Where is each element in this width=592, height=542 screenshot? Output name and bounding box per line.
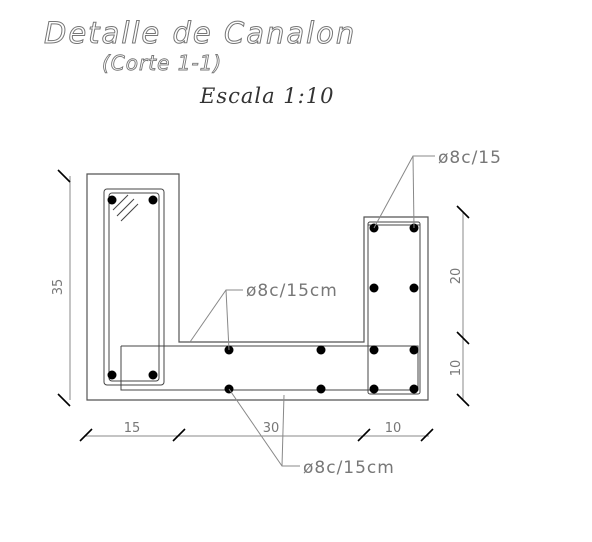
- rebar-dot: [107, 195, 117, 205]
- dim-tick: [357, 428, 371, 442]
- dim-tick: [79, 428, 93, 442]
- leader-line-middle-2: [225, 289, 230, 351]
- rebar-dot: [409, 283, 419, 293]
- rebar-label-bottom: ø8c/15cm: [303, 458, 395, 478]
- leader-line-middle: [189, 289, 243, 343]
- dim-bottom-right-label: 10: [385, 421, 402, 436]
- dim-tick: [57, 393, 71, 407]
- dim-tick: [172, 428, 186, 442]
- stirrup-hook-3: [120, 203, 139, 222]
- right-wall-stirrup: [367, 221, 421, 395]
- rebar-label-top: ø8c/15: [438, 148, 502, 168]
- drawing-subtitle: (Corte 1-1): [102, 51, 222, 75]
- rebar-dot: [369, 283, 379, 293]
- rebar-dot: [409, 345, 419, 355]
- dim-left-label: 35: [51, 279, 66, 296]
- scale-label: Escala 1:10: [199, 84, 334, 108]
- drawing-title: Detalle de Canalon: [44, 16, 356, 50]
- leader-line-top-2: [412, 155, 415, 229]
- stirrup-hook-1: [112, 194, 129, 211]
- dim-tick: [456, 331, 470, 345]
- rebar-label-middle: ø8c/15cm: [246, 281, 338, 301]
- leader-line-bottom-2: [281, 394, 285, 467]
- dim-bottom-middle-label: 30: [263, 421, 280, 436]
- dim-right-lower-label: 10: [449, 360, 464, 377]
- rebar-dot: [316, 384, 326, 394]
- dim-tick: [456, 393, 470, 407]
- dim-tick: [456, 205, 470, 219]
- rebar-dot: [369, 345, 379, 355]
- rebar-dot: [148, 195, 158, 205]
- rebar-dot: [409, 384, 419, 394]
- left-wall-stirrup-inner: [108, 192, 160, 382]
- left-wall-stirrup: [103, 188, 165, 386]
- stirrup-hook-2: [116, 198, 135, 217]
- dim-right-upper-label: 20: [449, 268, 464, 285]
- dim-tick: [57, 169, 71, 183]
- rebar-dot: [148, 370, 158, 380]
- rebar-dot: [369, 384, 379, 394]
- rebar-dot: [107, 370, 117, 380]
- rebar-dot: [316, 345, 326, 355]
- concrete-section-outline: [86, 173, 429, 401]
- dim-tick: [420, 428, 434, 442]
- dim-bottom-left-label: 15: [124, 421, 141, 436]
